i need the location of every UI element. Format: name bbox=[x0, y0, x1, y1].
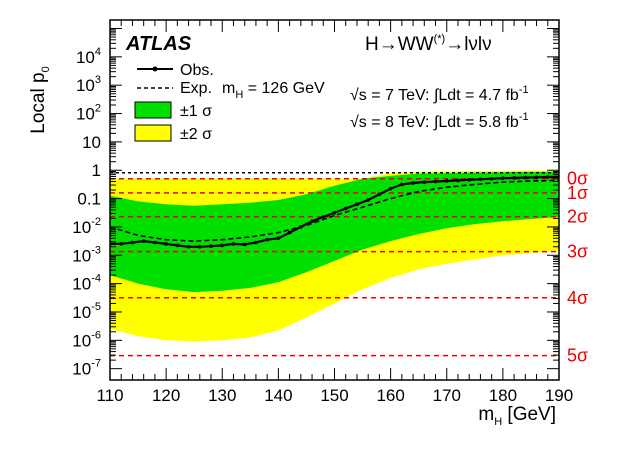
observed-point bbox=[321, 215, 326, 219]
observed-point bbox=[366, 198, 370, 202]
observed-point bbox=[478, 177, 483, 182]
observed-point bbox=[332, 210, 337, 215]
y-tick-label: 10 bbox=[82, 133, 101, 152]
observed-point bbox=[153, 240, 157, 245]
sigma-label-1: 1σ bbox=[567, 183, 588, 203]
x-axis-title: mH [GeV] bbox=[478, 404, 556, 428]
observed-point bbox=[523, 175, 528, 180]
sigma-label-4: 4σ bbox=[567, 288, 588, 308]
y-tick-label: 10-7 bbox=[72, 358, 101, 379]
observed-point bbox=[254, 240, 258, 245]
observed-point bbox=[287, 230, 292, 235]
x-tick-label: 160 bbox=[376, 386, 404, 405]
observed-point bbox=[310, 219, 314, 224]
y-tick-label: 103 bbox=[76, 74, 101, 95]
observed-point bbox=[242, 242, 247, 247]
observed-point bbox=[164, 242, 168, 246]
observed-point bbox=[489, 176, 494, 181]
observed-point bbox=[545, 175, 550, 179]
observed-point bbox=[355, 202, 359, 207]
legend-exp-label: Exp. bbox=[180, 80, 212, 97]
ticks-layer: 110 120 130 140 150 160 170 180 1901041031021010… bbox=[72, 20, 573, 405]
observed-point bbox=[198, 244, 202, 249]
x-tick-label: 110 bbox=[96, 386, 123, 405]
legend-band2-label: ±2 σ bbox=[180, 126, 212, 143]
bands-layer bbox=[110, 170, 559, 342]
x-tick-label: 180 bbox=[489, 386, 517, 405]
y-axis-title: Local p0 bbox=[28, 66, 52, 133]
sigma-label-0: 0σ bbox=[567, 169, 588, 189]
x-tick-label: 130 bbox=[208, 386, 236, 405]
x-tick-label: 190 bbox=[545, 386, 573, 405]
observed-point bbox=[534, 175, 539, 180]
curves-layer bbox=[110, 174, 559, 249]
observed-point bbox=[141, 239, 146, 243]
observed-point bbox=[411, 181, 415, 185]
legend-obs-marker bbox=[152, 66, 158, 72]
sigma-label-3: 3σ bbox=[567, 242, 588, 262]
y-tick-label: 0.1 bbox=[77, 190, 101, 209]
x-tick-label: 170 bbox=[433, 386, 461, 405]
observed-point bbox=[422, 180, 427, 184]
observed-point bbox=[501, 176, 505, 180]
observed-point bbox=[377, 192, 382, 197]
observed-point bbox=[299, 225, 303, 229]
legend-band2-swatch bbox=[134, 124, 172, 142]
atlas-label: ATLAS bbox=[125, 33, 192, 55]
y-tick-label: 104 bbox=[76, 46, 101, 67]
y-tick-label: 102 bbox=[76, 103, 101, 124]
legend: Obs. Exp. ±1 σ ±2 σ bbox=[134, 62, 214, 143]
observed-point bbox=[456, 178, 460, 183]
x-tick-label: 150 bbox=[320, 386, 348, 405]
expected-curve bbox=[110, 179, 559, 242]
observed-point bbox=[209, 244, 213, 249]
band-1sigma bbox=[110, 171, 559, 293]
y-tick-label: 10-2 bbox=[72, 216, 101, 237]
legend-band1-swatch bbox=[134, 101, 172, 119]
legend-obs-label: Obs. bbox=[180, 62, 214, 79]
observed-point bbox=[467, 178, 472, 182]
y-tick-label: 10-3 bbox=[72, 244, 101, 265]
observed-point bbox=[220, 243, 225, 248]
process-label: H→WW(*)→lνlν bbox=[365, 33, 492, 55]
y-tick-label: 10-4 bbox=[72, 273, 101, 294]
sigma-label-2: 2σ bbox=[567, 207, 588, 227]
legend-band1-label: ±1 σ bbox=[180, 103, 212, 120]
observed-point bbox=[119, 242, 124, 246]
observed-point bbox=[444, 179, 449, 183]
observed-point bbox=[130, 240, 135, 245]
observed-point bbox=[433, 179, 438, 184]
y-tick-label: 10-6 bbox=[72, 329, 101, 350]
observed-point bbox=[276, 236, 281, 241]
y-tick-label: 10-5 bbox=[72, 301, 101, 322]
observed-point bbox=[512, 176, 516, 180]
lumi-8tev-label: √s = 8 TeV: ∫Ldt = 5.8 fb-1 bbox=[350, 111, 529, 131]
observed-point bbox=[186, 244, 191, 249]
observed-point bbox=[388, 186, 393, 191]
mass-label: mH = 126 GeV bbox=[222, 80, 325, 101]
observed-point bbox=[265, 237, 269, 242]
lumi-7tev-label: √s = 7 TeV: ∫Ldt = 4.7 fb-1 bbox=[350, 84, 529, 104]
sigma-label-5: 5σ bbox=[567, 346, 588, 366]
y-tick-label: 1 bbox=[92, 161, 101, 180]
observed-point bbox=[343, 206, 348, 211]
observed-point bbox=[175, 243, 180, 248]
observed-point bbox=[400, 182, 404, 187]
x-tick-label: 120 bbox=[152, 386, 180, 405]
x-tick-label: 140 bbox=[264, 386, 292, 405]
observed-point bbox=[231, 242, 236, 246]
